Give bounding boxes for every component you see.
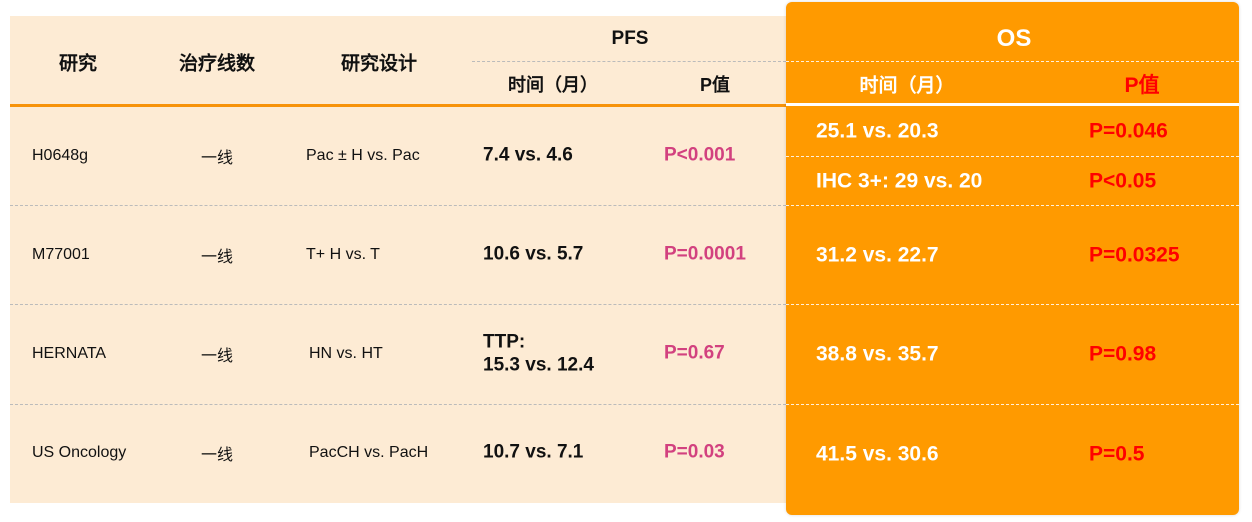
row-pfs-p: P=0.03 [664,441,725,463]
row-divider [786,205,1239,206]
header-os: OS [996,25,1032,52]
row-os-p-2: P<0.05 [1089,169,1157,193]
row-divider [786,156,1239,157]
row-divider [10,304,786,305]
os-highlight-card [786,2,1239,515]
row-os-p: P=0.046 [1089,119,1168,143]
row-study: H0648g [32,147,89,164]
row-pfs-time: TTP: [483,331,526,353]
row-pfs-time: 7.4 vs. 4.6 [483,144,573,166]
row-study: M77001 [32,246,90,263]
row-pfs-p: P=0.67 [664,342,725,364]
row-pfs-time-2: 15.3 vs. 12.4 [483,354,594,376]
pfs-divider [472,61,786,62]
row-os-time-2: IHC 3+: 29 vs. 20 [816,169,983,193]
row-os-time: 41.5 vs. 30.6 [816,442,939,466]
header-os-p: P值 [1124,74,1160,97]
os-divider [786,61,1239,62]
header-pfs: PFS [611,28,649,49]
row-line: 一线 [200,249,234,266]
row-pfs-p: P<0.001 [664,144,736,166]
row-design: PacCH vs. PacH [309,444,429,461]
row-pfs-time: 10.6 vs. 5.7 [483,243,584,265]
row-line: 一线 [200,348,234,365]
row-line: 一线 [200,447,234,464]
header-study: 研究 [58,53,98,75]
row-design: HN vs. HT [309,345,383,362]
row-line: 一线 [200,150,234,167]
row-os-p: P=0.0325 [1089,243,1180,267]
row-design: T+ H vs. T [306,246,380,263]
row-divider [786,404,1239,405]
header-divider [10,104,786,107]
comparison-table [10,16,786,503]
row-pfs-time: 10.7 vs. 7.1 [483,441,584,463]
row-divider [10,404,786,405]
header-design: 研究设计 [340,53,418,75]
header-pfs-time: 时间（月） [508,75,598,95]
row-os-time: 25.1 vs. 20.3 [816,119,939,143]
os-header-divider [786,103,1239,106]
row-os-p: P=0.5 [1089,442,1145,466]
row-divider [10,205,786,206]
row-os-time: 31.2 vs. 22.7 [816,243,939,267]
row-divider [786,304,1239,305]
row-os-p: P=0.98 [1089,342,1157,366]
row-study: HERNATA [32,345,107,362]
row-os-time: 38.8 vs. 35.7 [816,342,939,366]
header-os-time: 时间（月） [859,75,955,97]
row-study: US Oncology [32,444,127,461]
header-pfs-p: P值 [699,75,731,95]
header-lines: 治疗线数 [178,53,256,75]
row-pfs-p: P=0.0001 [664,243,746,265]
row-design: Pac ± H vs. Pac [306,147,420,164]
